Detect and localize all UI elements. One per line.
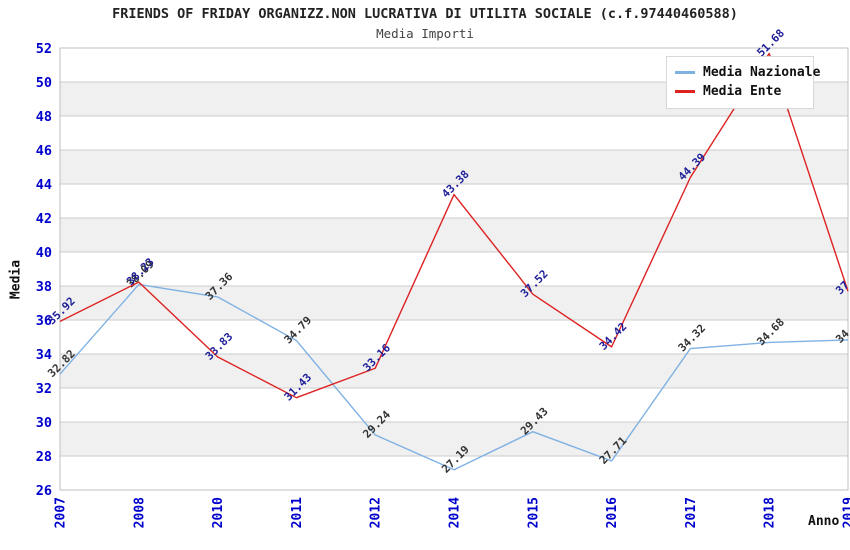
x-tick-label: 2017 [684,497,699,528]
y-tick-label: 46 [36,143,52,159]
legend-item-media-ente: Media Ente [675,82,805,101]
y-tick-label: 36 [36,313,52,329]
y-tick-label: 38 [36,279,52,295]
x-tick-label: 2008 [132,497,147,528]
y-tick-label: 40 [36,245,52,261]
x-tick-label: 2014 [448,497,463,528]
x-tick-label: 2018 [763,497,778,528]
x-tick-label: 2016 [605,497,620,528]
grid-band [60,218,848,252]
x-tick-label: 2007 [54,497,69,528]
series-line-media-ente [59,52,849,399]
legend-label-media-nazionale: Media Nazionale [703,65,821,80]
x-tick-label: 2011 [290,497,305,528]
y-tick-label: 30 [36,415,52,431]
y-tick-label: 42 [36,211,52,227]
grid-band [60,286,848,320]
data-label: 34.68 [754,316,787,349]
x-tick-label: 2012 [369,497,384,528]
legend-swatch-media-ente [675,90,695,93]
y-tick-label: 44 [36,177,52,193]
legend-label-media-ente: Media Ente [703,84,782,99]
y-tick-label: 52 [36,41,52,57]
grid-band [60,354,848,388]
x-tick-label: 2010 [211,497,226,528]
legend-swatch-media-nazionale [675,71,695,74]
x-axis-label: Anno [808,514,840,529]
series-line-media-nazionale [59,283,849,471]
grid-band [60,150,848,184]
plot-border [59,47,849,491]
y-tick-label: 32 [36,381,52,397]
y-tick-label: 34 [36,347,52,363]
y-tick-label: 48 [36,109,52,125]
legend-item-media-nazionale: Media Nazionale [675,63,820,82]
data-label: 34.42 [597,320,630,353]
x-tick-label: 2015 [526,497,541,528]
y-axis-label: Media [8,259,24,300]
x-tick-label: 2019 [842,497,850,528]
grid-band [60,422,848,456]
y-tick-label: 26 [36,483,52,499]
y-tick-label: 50 [36,75,52,91]
chart-title: FRIENDS OF FRIDAY ORGANIZZ.NON LUCRATIVA… [112,6,738,22]
chart-subtitle: Media Importi [376,26,474,41]
legend: Media Nazionale Media Ente [666,56,820,109]
y-tick-label: 28 [36,449,52,465]
data-label: 34.32 [676,322,709,355]
